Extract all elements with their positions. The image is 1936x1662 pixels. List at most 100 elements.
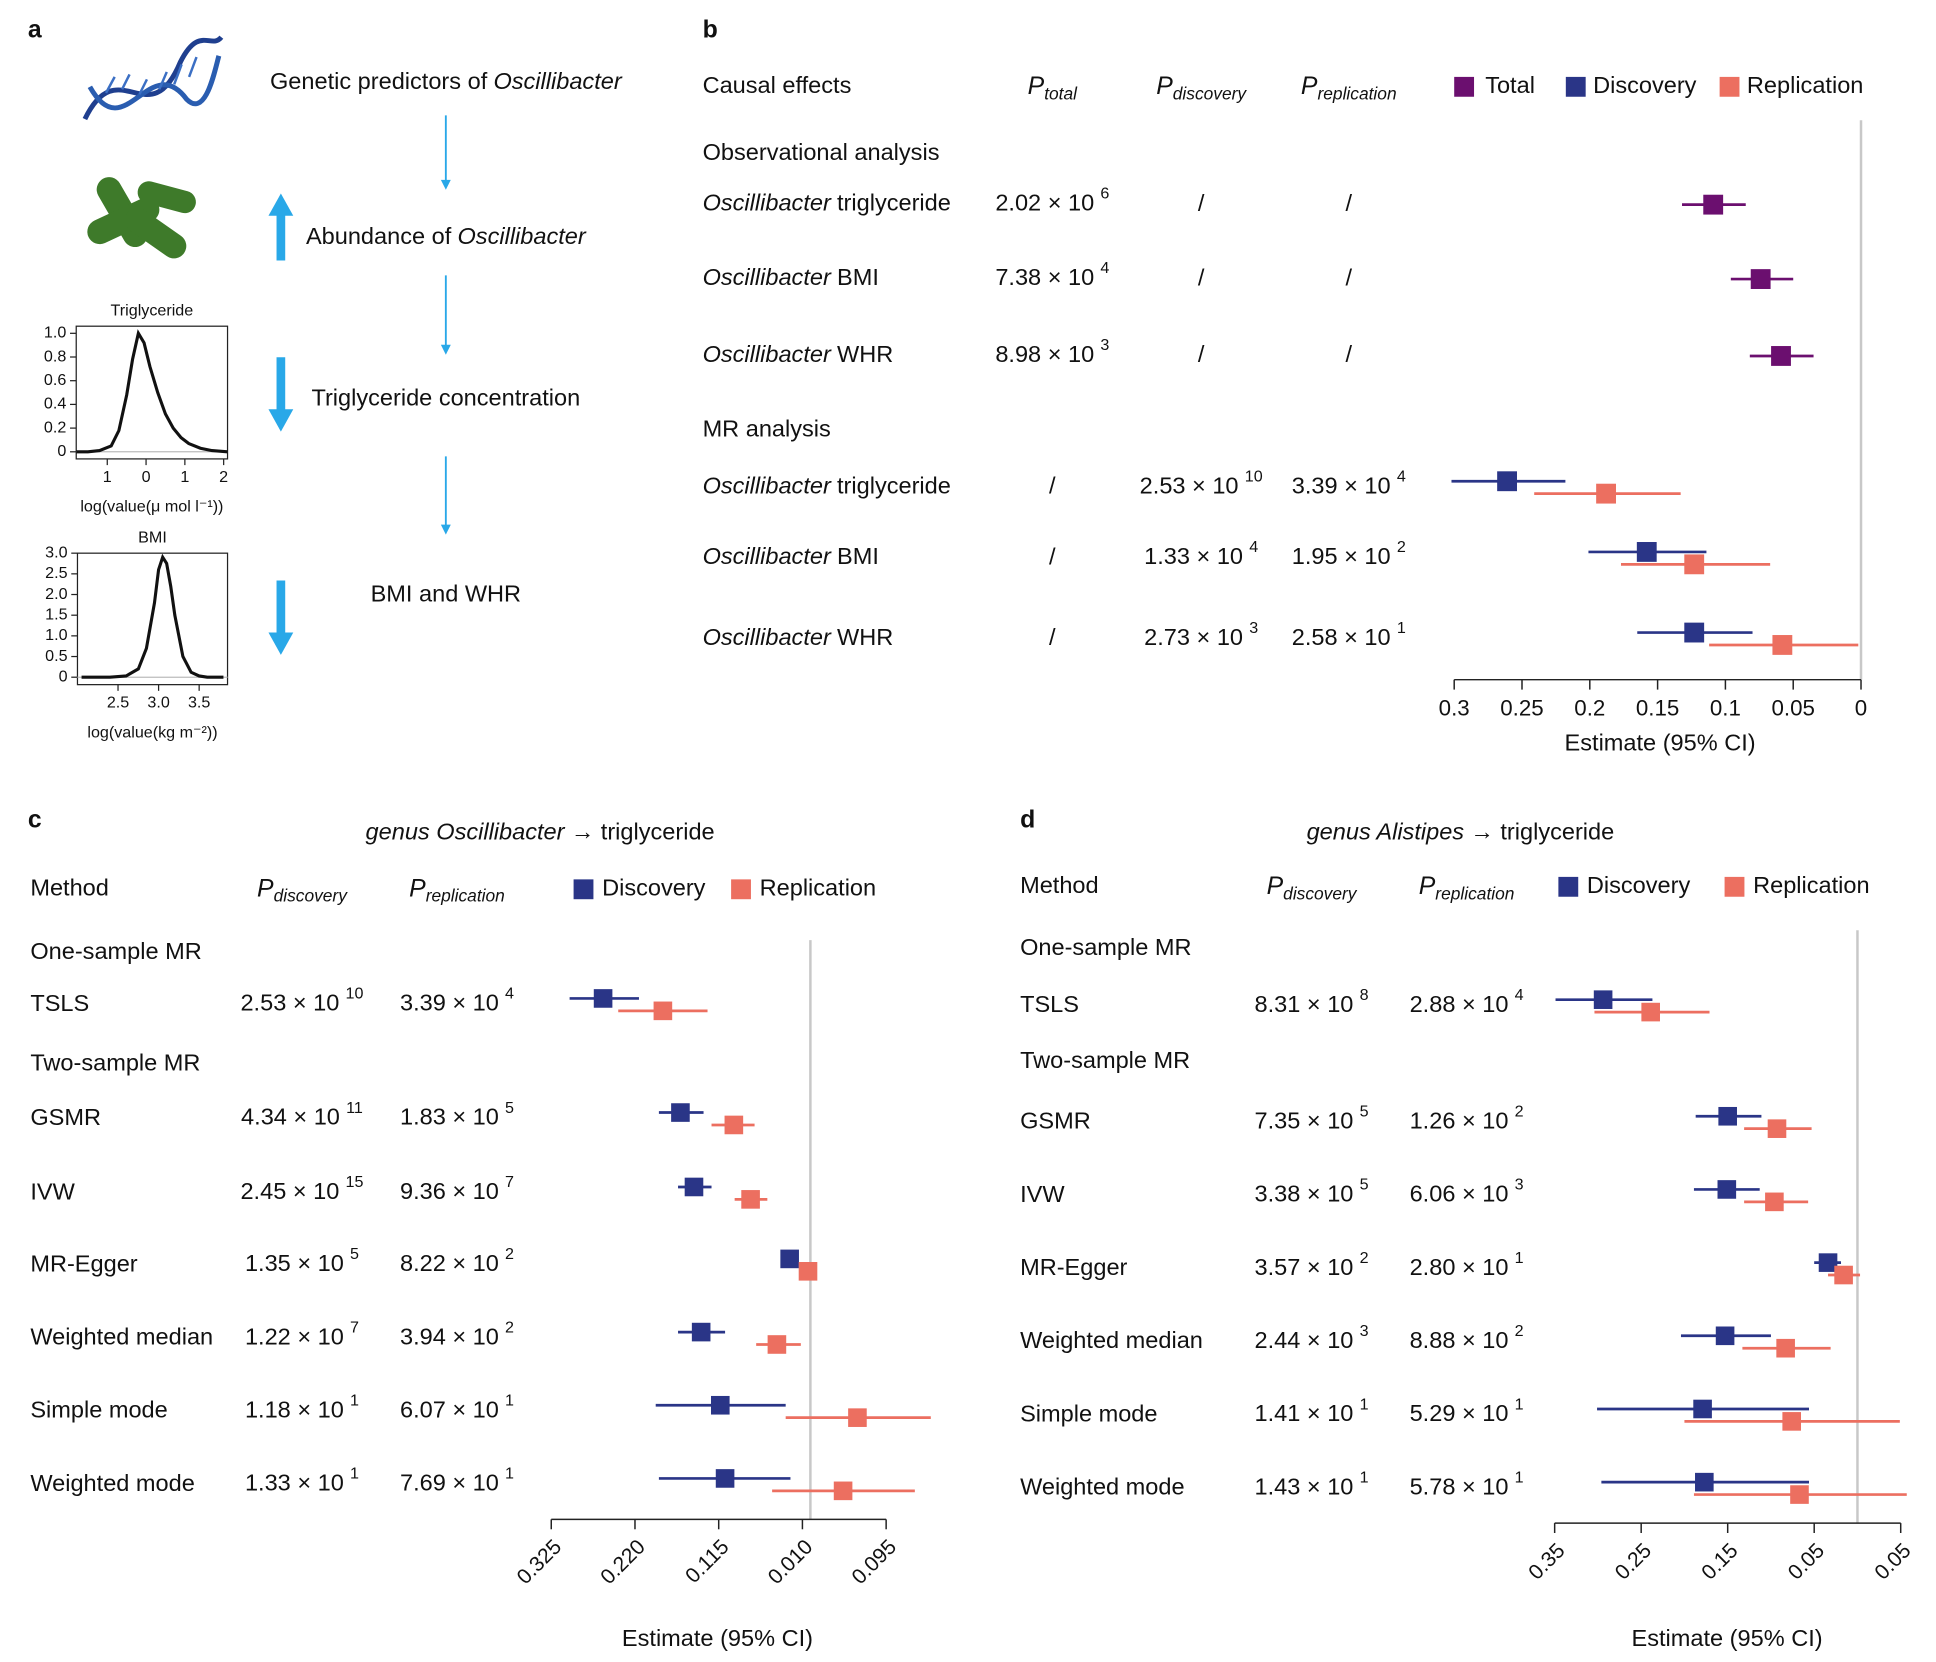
p-value: 1.18 × 10 1 [245,1392,359,1423]
estimate-marker [1715,1326,1735,1346]
estimate-marker [1596,483,1616,504]
y-tick-label: 2.5 [45,564,67,582]
p-value-exponent: 15 [346,1174,364,1192]
y-tick-label: 0.5 [45,647,67,665]
row-label: Weighted median [1020,1327,1203,1353]
p-subscript: discovery [274,885,349,905]
legend-label: Replication [1753,872,1869,898]
step-label-part: BMI and WHR [371,581,521,607]
p-value-exponent: 6 [1100,185,1109,203]
row-label-part: Oscillibacter [703,190,832,216]
p-symbol: P [409,875,426,902]
estimate-marker [684,1177,704,1197]
legend-swatch [731,879,751,900]
y-tick-label: 0 [59,667,68,685]
column-header: Preplication [409,875,505,905]
row-label: GSMR [1020,1108,1091,1134]
column-header: Pdiscovery [257,875,348,905]
p-value: 2.02 × 10 6 [995,185,1109,216]
p-value-base: 1.83 × 10 [400,1104,499,1130]
p-subscript: replication [1435,883,1514,903]
p-value-base: 8.98 × 10 [995,341,1094,367]
x-tick-label: 0.05 [1771,695,1814,720]
row-label: GSMR [30,1104,101,1130]
row-label-part: Oscillibacter [703,543,832,569]
p-value-base: 1.43 × 10 [1255,1474,1354,1500]
p-value-exponent: 3 [1249,619,1258,637]
p-value-base: 3.94 × 10 [400,1324,499,1350]
p-value: 8.88 × 10 2 [1410,1322,1524,1353]
p-value-exponent: 2 [505,1245,514,1263]
estimate-marker [1776,1338,1795,1358]
x-axis-label: Estimate (95% CI) [1565,729,1756,755]
row-label: Oscillibacter BMI [703,264,879,290]
panel-title-part: → triglyceride [571,819,715,845]
column-header: Method [30,875,109,901]
estimate-marker [1695,1472,1714,1492]
row-label: MR-Egger [30,1250,137,1276]
estimate-marker [1684,622,1705,643]
x-axis-label: Estimate (95% CI) [622,1625,813,1651]
estimate-marker [1750,269,1771,289]
row-label: Oscillibacter BMI [703,543,879,569]
p-value-base: 1.33 × 10 [1144,543,1243,569]
p-value: 7.69 × 10 1 [400,1465,514,1496]
row-label-part: BMI [837,543,879,569]
p-value-base: 2.44 × 10 [1255,1327,1354,1353]
x-tick-label: 0.095 [847,1535,901,1589]
p-value-base: 2.53 × 10 [1140,473,1239,499]
estimate-marker [833,1481,853,1501]
p-value-base: 6.06 × 10 [1410,1181,1509,1207]
p-value-base: 3.38 × 10 [1255,1181,1354,1207]
x-tick-label: 0.3 [1439,695,1470,720]
estimate-marker [691,1322,711,1342]
row-label: Simple mode [30,1397,167,1423]
p-value: / [1345,264,1352,290]
estimate-marker [653,1001,673,1021]
y-tick-label: 0.4 [44,395,66,413]
density-line [76,329,228,454]
group-title: MR analysis [703,416,831,442]
row-label-part: triglyceride [837,473,951,499]
estimate-marker [741,1190,760,1209]
p-value-base: 1.26 × 10 [1410,1108,1509,1134]
p-value-exponent: 8 [1360,986,1369,1004]
p-subscript: discovery [1283,883,1358,903]
p-value-exponent: 4 [1397,468,1406,486]
x-tick-label: 0.115 [681,1535,733,1587]
p-value-exponent: 1 [1515,1469,1524,1487]
row-label: Weighted mode [30,1470,195,1496]
y-tick-label: 0 [57,442,66,460]
p-symbol: P [1267,872,1284,899]
x-tick-label: 0.010 [764,1535,818,1589]
y-tick-label: 2.0 [45,585,67,603]
estimate-marker [780,1249,799,1269]
legend-swatch [1558,876,1579,897]
p-value: 3.38 × 10 5 [1255,1176,1369,1207]
p-value-exponent: 4 [1249,538,1258,556]
panel-label: b [703,17,718,44]
p-value-exponent: 10 [346,985,364,1003]
bacteria-icon [87,177,196,259]
x-tick-label: 1 [180,468,189,486]
x-tick-label: 0.220 [596,1535,650,1589]
panel-title-part: genus Oscillibacter [366,819,566,845]
row-label: IVW [30,1178,75,1204]
p-value-exponent: 5 [505,1099,514,1117]
group-title: Two-sample MR [1020,1047,1190,1073]
p-value-exponent: 4 [1515,986,1524,1004]
p-value-base: 1.18 × 10 [245,1397,344,1423]
estimate-marker [1717,1180,1737,1199]
p-subscript: replication [426,885,505,905]
p-value-base: 1.22 × 10 [245,1324,344,1350]
x-axis-label: Estimate (95% CI) [1632,1625,1823,1651]
p-value: 3.39 × 10 4 [1292,468,1406,499]
p-value-base: 8.22 × 10 [400,1250,499,1276]
p-value: 1.83 × 10 5 [400,1099,514,1130]
p-value-base: 7.35 × 10 [1255,1108,1354,1134]
p-value: 5.78 × 10 1 [1410,1469,1524,1500]
row-label: Oscillibacter WHR [703,341,894,367]
estimate-marker [715,1469,735,1488]
p-value-exponent: 1 [505,1392,514,1410]
p-value-base: 1.35 × 10 [245,1250,344,1276]
